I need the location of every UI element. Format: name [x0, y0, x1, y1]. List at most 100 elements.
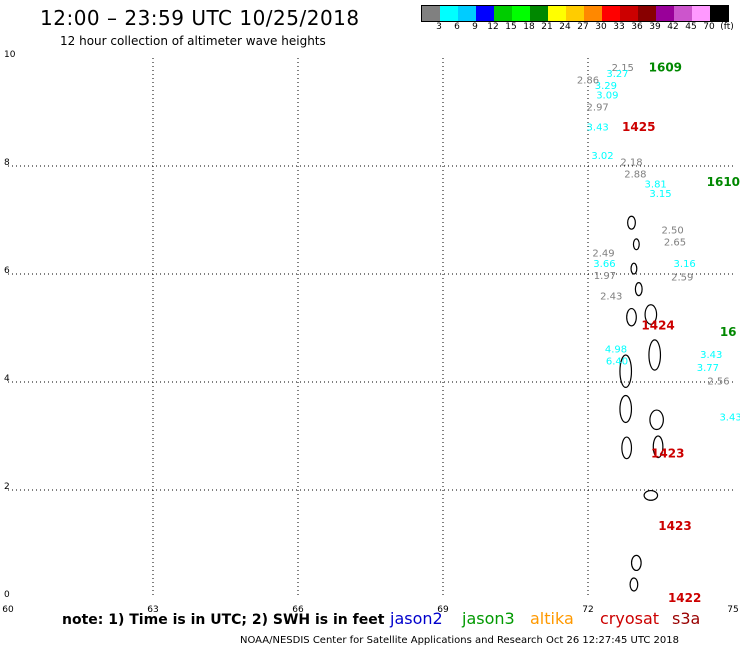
swh-value-s3a: 3.43 — [587, 123, 609, 134]
legend-label: 6 — [454, 22, 460, 32]
swh-value-cryosat: 2.65 — [664, 238, 686, 249]
satellite-label-jason2: jason2 — [390, 609, 443, 628]
y-tick-label: 10 — [4, 50, 16, 60]
legend-swatch — [530, 6, 548, 21]
swh-value-s3a: 2.97 — [587, 103, 609, 114]
island-outline — [632, 238, 640, 251]
legend-swatch — [548, 6, 566, 21]
island-outline — [627, 215, 636, 230]
island-outline — [630, 554, 642, 572]
legend-swatch — [476, 6, 494, 21]
color-scale-labels: 3 6 9 12 15 18 21 24 27 30 33 36 39 42 45 70 (ft) — [421, 22, 740, 34]
legend-swatch — [422, 6, 440, 21]
time-label: 1423 — [658, 519, 691, 533]
legend-label: 9 — [472, 22, 478, 32]
island-outline — [634, 282, 643, 297]
y-tick-label: 0 — [4, 590, 10, 600]
island-outline — [626, 307, 637, 327]
swh-value-cryosat: 2.88 — [624, 170, 646, 181]
legend-swatch — [512, 6, 530, 21]
satellite-label-s3a: s3a — [672, 609, 701, 628]
island-outline — [652, 435, 664, 459]
legend-swatch — [584, 6, 602, 21]
swh-value-s3a: 4.98 — [605, 345, 627, 356]
x-tick-label: 66 — [292, 605, 304, 615]
y-tick-label: 6 — [4, 266, 10, 276]
time-label: 16 — [720, 325, 737, 339]
island-outline — [630, 262, 638, 275]
island-outline — [644, 304, 658, 325]
swh-value-cryosat: 3.09 — [596, 91, 618, 102]
legend-swatch — [674, 6, 692, 21]
swh-value-cryosat: 2.18 — [620, 158, 642, 169]
swh-value-cryosat: 2.56 — [707, 376, 729, 387]
legend-swatch — [638, 6, 656, 21]
time-label: 1424 — [641, 318, 674, 332]
legend-label: 30 — [595, 22, 607, 32]
time-label: 1422 — [668, 591, 701, 605]
swh-value-cryosat: 3.16 — [674, 259, 696, 270]
legend-label: 70 — [703, 22, 715, 32]
swh-value-cryosat: 3.81 — [645, 179, 667, 190]
x-tick-label: 69 — [437, 605, 449, 615]
legend-label: 21 — [541, 22, 553, 32]
swh-value-cryosat: 3.77 — [697, 363, 719, 374]
legend-label: 15 — [505, 22, 517, 32]
time-label: 1609 — [649, 61, 682, 75]
swh-value-cryosat: 3.43 — [719, 413, 740, 424]
swh-value-cryosat: 3.15 — [649, 189, 671, 200]
legend-swatch — [566, 6, 584, 21]
swh-value-s3a: 2.49 — [592, 248, 614, 259]
legend-label: 45 — [685, 22, 697, 32]
swh-value-cryosat: 2.15 — [612, 63, 634, 74]
island-outline — [643, 489, 659, 501]
chart-note: note: 1) Time is in UTC; 2) SWH is in fe… — [62, 612, 385, 628]
island-outline — [619, 354, 633, 389]
legend-swatch — [458, 6, 476, 21]
swh-value-s3a: 2.86 — [577, 76, 599, 87]
y-tick-label: 2 — [4, 482, 10, 492]
legend-label: 33 — [613, 22, 625, 32]
time-label: 1423 — [651, 446, 684, 460]
time-label: 1610 — [707, 175, 740, 189]
swh-value-cryosat: 3.43 — [700, 350, 722, 361]
legend-swatch — [602, 6, 620, 21]
island-outline — [619, 394, 633, 424]
swh-value-cryosat: 3.27 — [606, 69, 628, 80]
y-tick-label: 8 — [4, 158, 10, 168]
island-outline — [648, 339, 662, 371]
legend-swatch — [656, 6, 674, 21]
legend-swatch — [494, 6, 512, 21]
legend-label: (ft) — [720, 22, 734, 32]
island-outline — [649, 409, 664, 431]
x-tick-label: 63 — [147, 605, 158, 615]
legend-label: 36 — [631, 22, 643, 32]
legend-swatch — [440, 6, 458, 21]
x-tick-label: 60 — [2, 605, 14, 615]
chart-title: 12:00 – 23:59 UTC 10/25/2018 — [40, 6, 360, 30]
legend-label: 42 — [667, 22, 679, 32]
swh-value-cryosat: 3.29 — [595, 81, 617, 92]
x-tick-label: 75 — [727, 605, 738, 615]
swh-value-s3a: 6.40 — [606, 356, 628, 367]
legend-label: 3 — [436, 22, 442, 32]
chart-footer: NOAA/NESDIS Center for Satellite Applica… — [240, 635, 679, 646]
swh-value-cryosat: 2.50 — [661, 226, 683, 237]
color-scale-legend — [421, 5, 729, 22]
legend-swatch — [710, 6, 728, 21]
chart-subtitle: 12 hour collection of altimeter wave hei… — [60, 34, 326, 48]
swh-value-s3a: 3.02 — [591, 151, 613, 162]
x-tick-label: 72 — [582, 605, 593, 615]
satellite-label-cryosat: cryosat — [600, 609, 660, 628]
legend-label: 18 — [523, 22, 535, 32]
island-outline — [621, 436, 633, 460]
legend-swatch — [620, 6, 638, 21]
legend-label: 39 — [649, 22, 661, 32]
legend-label: 27 — [577, 22, 589, 32]
legend-label: 24 — [559, 22, 571, 32]
legend-label: 12 — [487, 22, 499, 32]
swh-value-cryosat: 2.59 — [671, 273, 693, 284]
legend-swatch — [692, 6, 710, 21]
